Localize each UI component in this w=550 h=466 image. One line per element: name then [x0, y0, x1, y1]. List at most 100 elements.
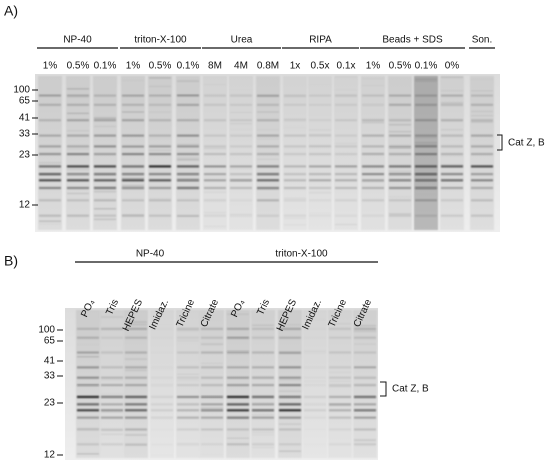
band	[284, 119, 306, 120]
lane-label: 0.1x	[337, 61, 356, 72]
band	[362, 173, 384, 176]
band	[257, 173, 279, 176]
band	[177, 443, 199, 446]
band	[204, 199, 226, 202]
band	[39, 145, 61, 148]
band	[415, 194, 437, 195]
band	[335, 153, 357, 156]
band	[67, 130, 89, 132]
band	[415, 142, 437, 144]
band	[441, 164, 463, 166]
band	[177, 134, 199, 137]
band	[201, 351, 223, 354]
band	[279, 327, 301, 330]
band	[415, 94, 437, 97]
band	[227, 404, 249, 406]
band	[252, 395, 274, 399]
band	[354, 443, 376, 446]
band	[151, 337, 173, 339]
band	[151, 366, 173, 368]
band	[201, 342, 223, 343]
band	[201, 366, 223, 369]
band	[204, 134, 226, 137]
band	[441, 172, 463, 173]
band	[354, 376, 376, 379]
band	[125, 336, 147, 339]
lane-label: 0.5x	[311, 61, 330, 72]
band	[279, 352, 301, 355]
band	[101, 403, 123, 406]
band	[177, 395, 199, 399]
group-label: Beads + SDS	[382, 35, 443, 46]
band	[354, 366, 376, 368]
band	[204, 144, 226, 145]
band	[177, 153, 199, 156]
band	[415, 214, 437, 217]
band	[389, 186, 411, 190]
band	[201, 432, 223, 433]
band	[151, 324, 173, 325]
band	[284, 165, 306, 168]
band	[204, 153, 226, 156]
band	[67, 153, 89, 156]
band	[230, 153, 252, 156]
band	[257, 153, 279, 156]
band	[415, 137, 437, 139]
band	[257, 136, 279, 137]
band	[122, 95, 144, 97]
band	[335, 173, 357, 176]
band	[304, 446, 326, 447]
band	[77, 356, 99, 358]
band	[201, 336, 223, 339]
band	[362, 168, 384, 169]
band	[279, 409, 301, 412]
band	[284, 127, 306, 128]
band	[257, 188, 279, 190]
band	[471, 90, 493, 92]
band	[279, 384, 301, 387]
band	[94, 153, 116, 156]
band	[471, 165, 493, 168]
band	[362, 186, 384, 190]
band	[335, 134, 357, 137]
marker-label: 33	[19, 129, 31, 140]
band	[389, 170, 411, 172]
band	[415, 173, 437, 176]
band	[257, 207, 279, 208]
band	[415, 78, 437, 80]
band	[122, 186, 144, 190]
lane-label: 0.5%	[149, 61, 172, 72]
band	[39, 223, 61, 224]
gel-lane	[121, 76, 145, 230]
group-label: triton-X-100	[134, 35, 187, 46]
band	[177, 145, 199, 148]
band	[329, 395, 351, 399]
band	[201, 343, 223, 345]
band	[354, 327, 376, 330]
band	[151, 416, 173, 419]
band	[329, 366, 351, 369]
band	[415, 165, 437, 168]
band	[471, 177, 493, 178]
band	[309, 213, 331, 214]
band	[149, 77, 171, 79]
band	[279, 379, 301, 381]
band	[257, 145, 279, 148]
gel-lane	[148, 76, 172, 230]
band	[362, 103, 384, 106]
band	[471, 94, 493, 97]
band	[441, 156, 463, 157]
band	[309, 199, 331, 201]
band	[304, 377, 326, 379]
band	[94, 165, 116, 168]
band	[279, 336, 301, 339]
band	[471, 179, 493, 182]
band	[151, 409, 173, 412]
marker-label: 12	[19, 200, 31, 211]
band	[77, 427, 99, 430]
band	[177, 157, 199, 159]
gel-lane	[176, 76, 200, 230]
band	[309, 134, 331, 136]
band	[284, 96, 306, 98]
band	[149, 85, 171, 88]
